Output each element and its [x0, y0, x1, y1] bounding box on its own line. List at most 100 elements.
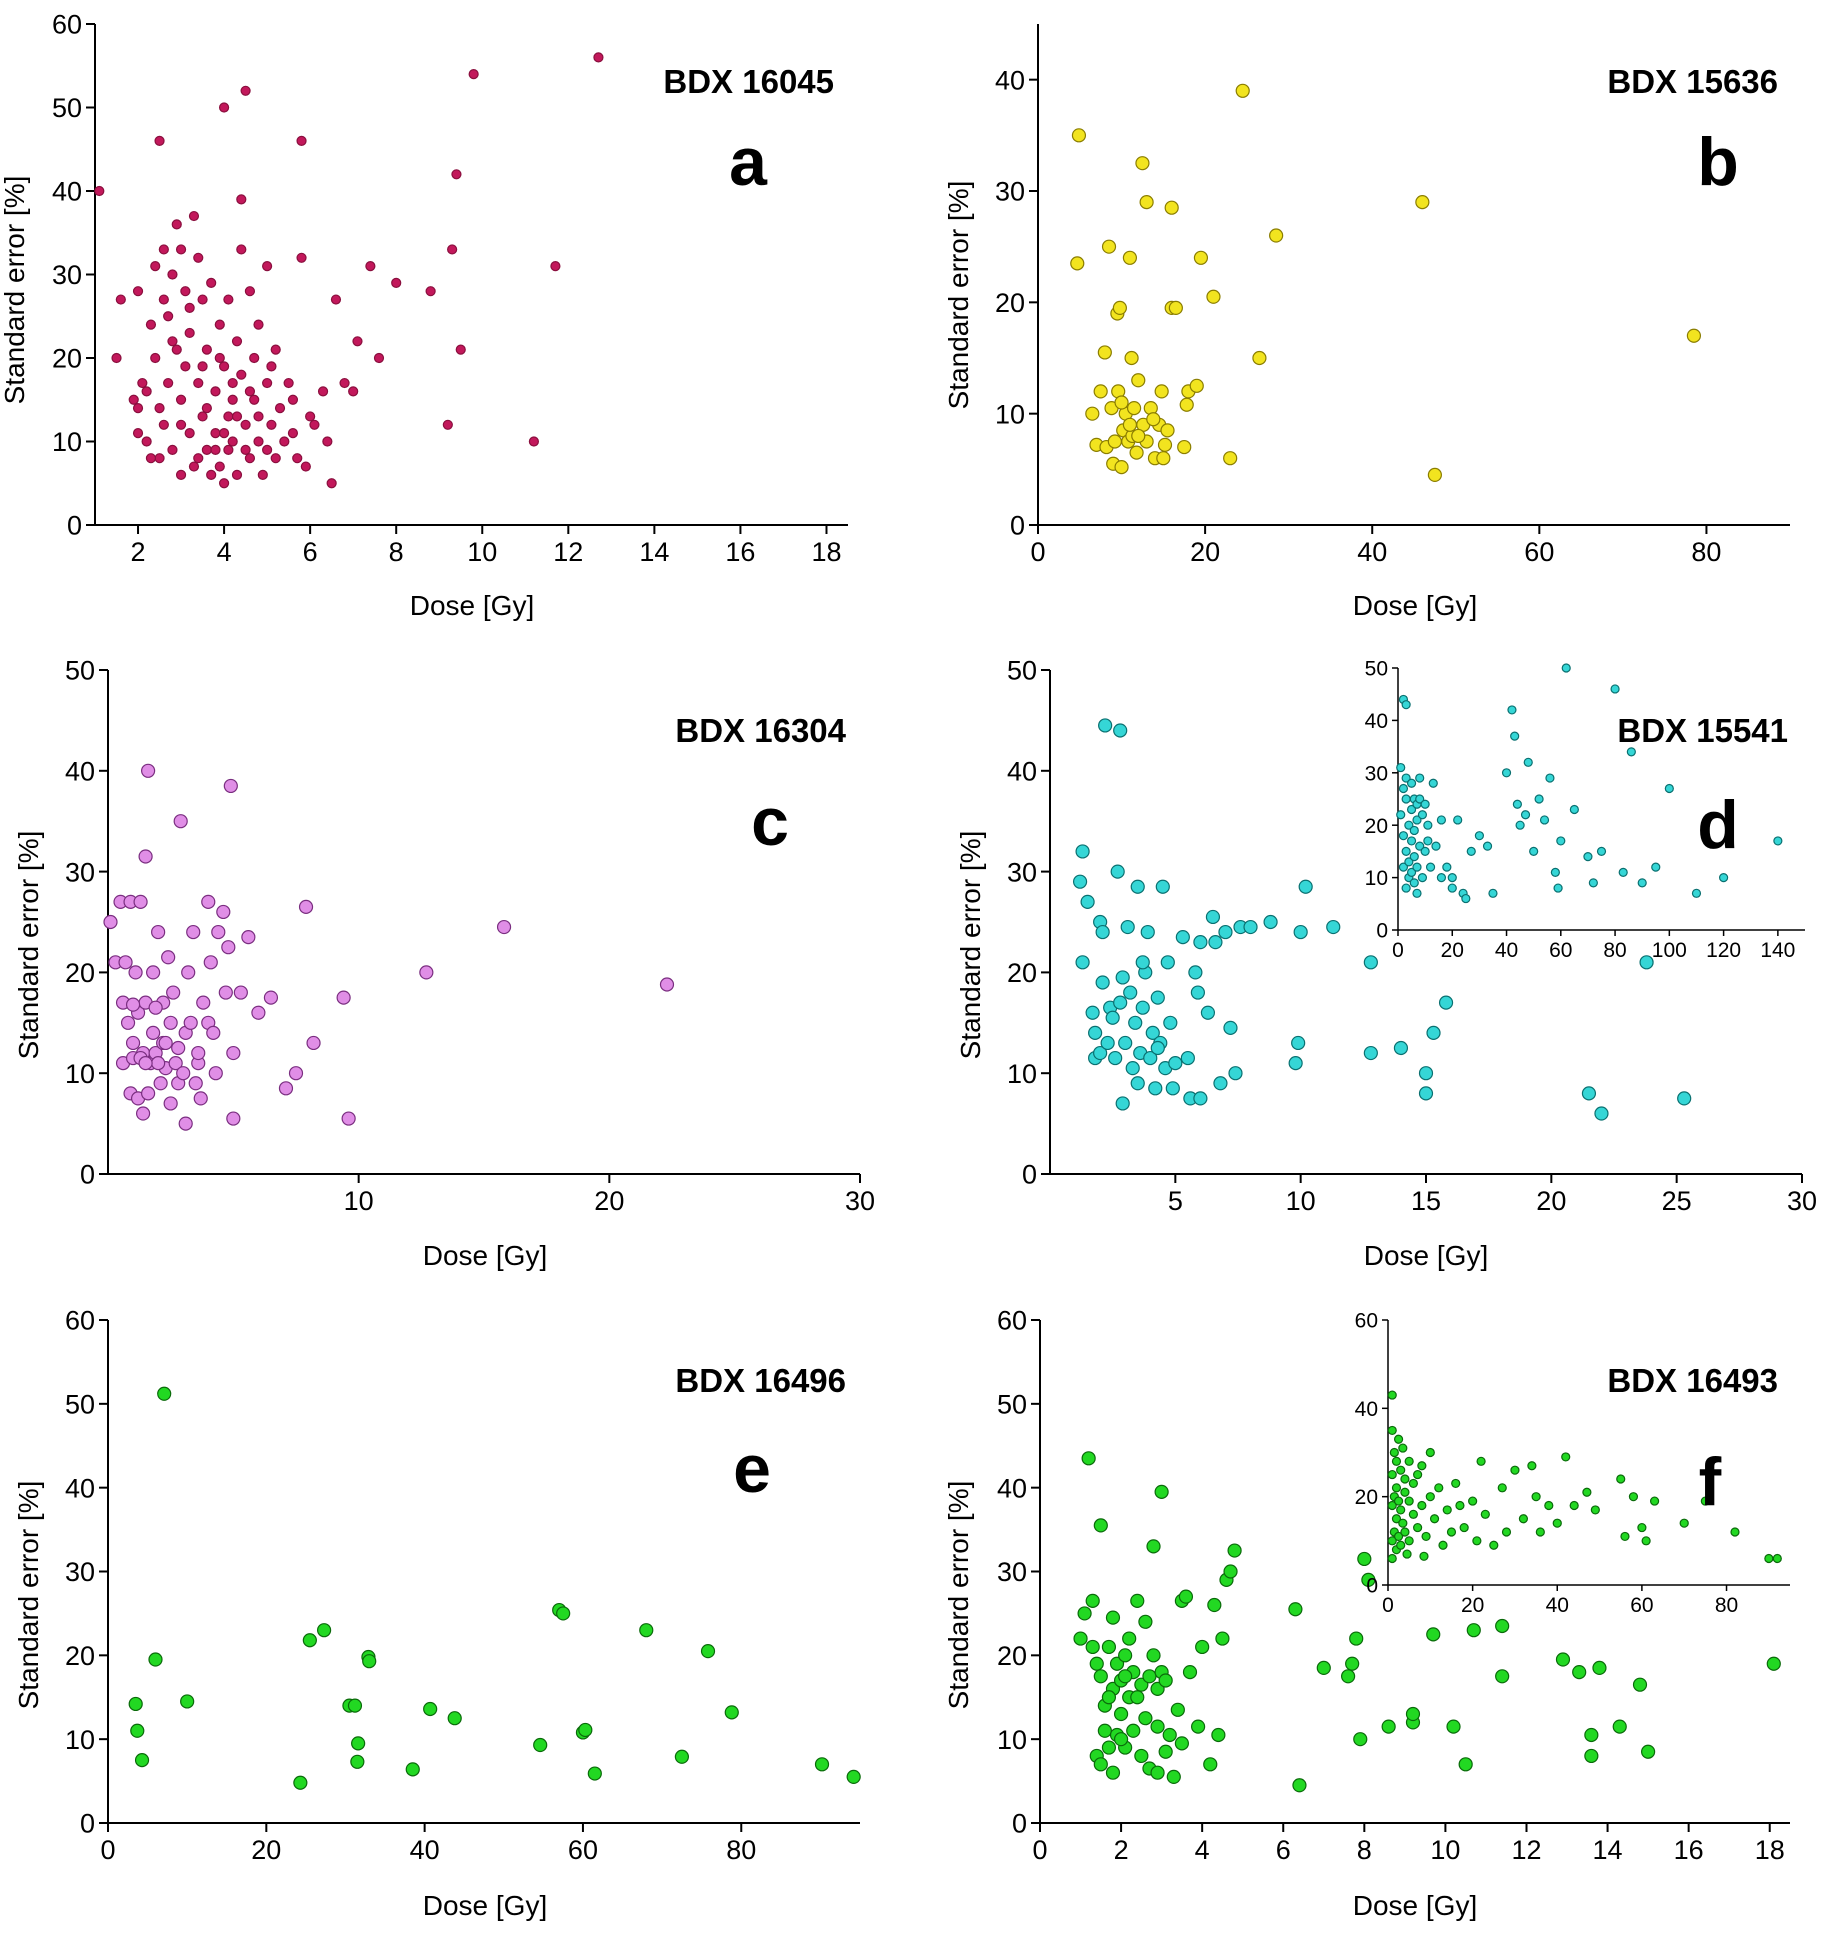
panel-a-point	[309, 419, 320, 430]
panel-a-point	[236, 194, 247, 205]
panel-c-point	[176, 1066, 191, 1081]
panel-e-point	[148, 1652, 163, 1667]
panel-a-point	[244, 453, 256, 464]
panel-f-inset-point	[1472, 1536, 1482, 1546]
panel-a-point	[167, 269, 178, 280]
panel-a-point	[528, 436, 539, 447]
panel-f-plot: 0 2 4 6 8 10 12 14 16 18 0 10 20 30 40 50 60	[997, 1306, 1790, 1865]
panel-d-point	[1143, 1050, 1158, 1066]
panel-f-point	[1381, 1719, 1396, 1734]
panel-c-point	[496, 919, 512, 935]
panel-c-point	[168, 1056, 183, 1071]
panel-d-y-tick-label: 50	[1007, 656, 1037, 686]
panel-a-point	[231, 336, 243, 347]
panel-d-inset-x-tick-label: 0	[1392, 939, 1404, 962]
panel-a-point	[240, 419, 251, 430]
panel-d-inset-point	[1664, 783, 1674, 794]
panel-d-plot: 5 10 15 20 25 30 0 10 20 30 40 50	[1007, 656, 1817, 1216]
panel-d-inset-y-tick-label: 0	[1376, 920, 1388, 943]
panel-d-point	[1581, 1086, 1597, 1101]
panel-d-inset-x-tick-label: 60	[1549, 939, 1572, 962]
panel-f-point	[1093, 1518, 1108, 1533]
panel-c-point	[206, 1025, 221, 1040]
panel-a-point	[210, 444, 221, 455]
panel-a-sample-label: BDX 16045	[663, 63, 834, 100]
panel-d-point	[1677, 1091, 1692, 1106]
panel-f-point	[1093, 1757, 1108, 1772]
panel-f-inset-point	[1408, 1478, 1418, 1489]
panel-b-point	[1122, 250, 1138, 265]
panel-d-inset-point	[1406, 867, 1417, 877]
panel-a-x-tick-label: 10	[467, 537, 497, 567]
panel-d-point	[1118, 1035, 1133, 1051]
panel-e-point	[578, 1722, 593, 1738]
panel-a-point	[236, 244, 247, 255]
panel-a: 2 4 6 8 10 12 14 16 18 0 10 20 30 40 50 60 Dose [Gy] St…	[0, 10, 848, 621]
panel-e-point	[556, 1606, 571, 1621]
panel-f-point	[1105, 1610, 1121, 1625]
panel-d-inset-point	[1442, 862, 1452, 872]
panel-a-x-tick-label: 6	[303, 537, 318, 567]
panel-d-inset-point	[1404, 820, 1414, 830]
panel-a-x-tick-label: 16	[725, 537, 755, 567]
panel-f-point	[1292, 1778, 1307, 1793]
panel-a-point	[154, 453, 165, 464]
panel-e-point	[317, 1623, 332, 1638]
panel-d-point	[1080, 894, 1095, 909]
panel-b-point	[1135, 156, 1150, 171]
panel-b-y-tick-label: 40	[995, 65, 1025, 95]
panel-d-point	[1148, 1081, 1163, 1096]
panel-f-inset-point	[1391, 1456, 1402, 1466]
panel-d-point	[1165, 1081, 1180, 1096]
panel-d-point	[1228, 1066, 1243, 1081]
panel-d-inset-point	[1415, 841, 1425, 851]
panel-f-inset-point	[1489, 1540, 1499, 1550]
panel-d-inset-point	[1447, 883, 1457, 893]
panel-c-point	[148, 1000, 163, 1015]
panel-d-point	[1223, 1020, 1238, 1035]
panel-d-x-tick-label: 30	[1787, 1186, 1817, 1216]
panel-a-point	[132, 428, 144, 439]
panel-d-inset-point	[1401, 773, 1411, 783]
panel-f-inset-point	[1400, 1474, 1410, 1484]
panel-f-point	[1101, 1740, 1117, 1755]
panel-f-point	[1146, 1648, 1161, 1663]
panel-f-point	[1203, 1757, 1218, 1772]
panel-d-point	[1128, 1015, 1143, 1030]
panel-e-plot: 0 20 40 60 80 0 10 20 30 40 50 60	[65, 1306, 861, 1865]
panel-d-inset-point	[1510, 731, 1520, 741]
panel-f-point	[1426, 1627, 1441, 1642]
panel-f-inset-point	[1393, 1496, 1404, 1506]
panel-d-inset-point	[1482, 841, 1493, 851]
panel-f-point	[1150, 1765, 1165, 1780]
panel-e-point	[639, 1623, 654, 1638]
panel-f-point	[1142, 1669, 1157, 1684]
panel-c-point	[336, 990, 351, 1005]
panel-d-inset-point	[1404, 857, 1414, 867]
panel-f-point	[1101, 1690, 1117, 1705]
panel-e-x-tick-label: 80	[726, 1835, 756, 1865]
panel-d-inset-point	[1401, 883, 1411, 893]
panel-e-sample-label: BDX 16496	[675, 1362, 846, 1399]
panel-a-x-tick-label: 2	[131, 537, 146, 567]
panel-b-point	[1235, 83, 1250, 98]
panel-a-y-tick-label: 60	[52, 10, 82, 40]
panel-a-x-tick-label: 8	[389, 537, 404, 567]
panel-d-inset-point	[1637, 878, 1647, 888]
panel-d-point	[1639, 955, 1654, 970]
panel-a-point	[447, 244, 458, 255]
panel-d-point	[1098, 718, 1113, 733]
panel-a-point	[201, 344, 212, 355]
panel-a-point	[154, 403, 165, 414]
panel-c-point	[306, 1035, 321, 1051]
panel-d-y-tick-label: 10	[1007, 1059, 1037, 1089]
panel-f-inset-point	[1730, 1527, 1740, 1537]
panel-a-point	[455, 344, 466, 355]
panel-d-inset-x-tick-label: 140	[1760, 939, 1795, 962]
panel-d-point	[1135, 1000, 1150, 1015]
panel-c-point	[201, 894, 216, 909]
panel-b-y-tick-label: 20	[995, 288, 1025, 318]
panel-e-x-tick-label: 40	[410, 1835, 440, 1865]
panel-a-point	[223, 294, 234, 305]
